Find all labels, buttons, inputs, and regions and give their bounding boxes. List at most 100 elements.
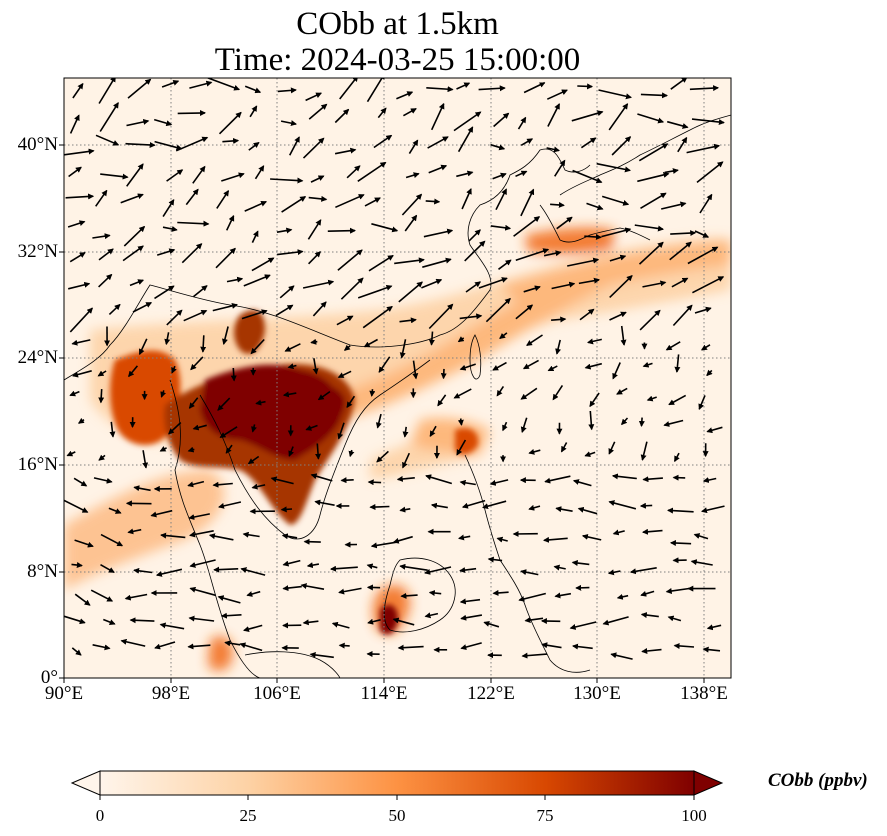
wind-vector [457, 336, 465, 343]
wind-vector [456, 170, 474, 178]
colorbar-gradient [100, 771, 694, 795]
wind-vector [461, 188, 472, 210]
wind-vector [453, 388, 472, 399]
wind-vector [337, 370, 352, 379]
wind-vector [282, 559, 301, 567]
wind-vector [338, 587, 362, 595]
wind-vector [424, 612, 439, 619]
wind-vector [244, 200, 268, 212]
wind-vector [216, 189, 230, 209]
wind-vector [368, 254, 394, 272]
wind-vector [64, 615, 86, 625]
wind-vector [181, 243, 203, 264]
wind-vector [98, 248, 114, 261]
lat-tick-32: 32°N [17, 241, 58, 262]
wind-vector [175, 136, 209, 152]
wind-vector [208, 533, 234, 541]
wind-vector [620, 325, 627, 346]
wind-vector [243, 624, 263, 632]
wind-vector [127, 528, 142, 535]
wind-vector [499, 332, 508, 340]
wind-vector [369, 389, 376, 397]
wind-vector [515, 304, 534, 320]
wind-vector [498, 259, 512, 270]
wind-vector [95, 134, 120, 146]
wind-vector [247, 455, 260, 465]
lon-tick-138: 138°E [680, 683, 728, 704]
wind-vector [357, 161, 387, 182]
wind-vector [547, 365, 558, 372]
wind-vector [126, 163, 144, 187]
wind-vector [699, 193, 713, 214]
wind-vector [608, 500, 637, 510]
wind-vector [403, 108, 417, 117]
wind-vector [95, 189, 108, 207]
wind-vector [639, 309, 661, 331]
wind-vector [243, 274, 271, 287]
wind-vector [308, 251, 321, 265]
wind-vector [430, 102, 445, 131]
wind-vector [308, 195, 328, 202]
wind-vector [700, 344, 711, 351]
wind-vector [459, 567, 477, 574]
wind-vector [287, 363, 297, 370]
lon-tick-106: 106°E [253, 683, 301, 704]
wind-vector [663, 419, 684, 427]
wind-vector [72, 82, 84, 99]
wind-vector [399, 506, 411, 513]
wind-vector [192, 285, 208, 298]
wind-vector [241, 309, 268, 320]
wind-vector [226, 276, 244, 283]
wind-vector [66, 450, 76, 457]
wind-vector [634, 224, 664, 232]
colorbar-tick-75: 75 [536, 806, 554, 825]
wind-vector [468, 229, 481, 242]
wind-vector [215, 247, 236, 269]
wind-vector [171, 365, 177, 374]
wind-vector [67, 220, 86, 228]
wind-vector [364, 197, 381, 207]
wind-vector [429, 425, 437, 437]
wind-vector [270, 476, 294, 485]
wind-vector [692, 276, 725, 294]
wind-vector [309, 651, 334, 659]
wind-vector [128, 365, 139, 378]
wind-vector [589, 392, 600, 408]
coastlines [64, 114, 731, 678]
wind-vector [392, 617, 415, 626]
wind-vector [222, 137, 240, 144]
wind-vector [378, 356, 391, 373]
wind-vector [616, 593, 629, 600]
wind-vector [251, 257, 275, 272]
wind-vector [546, 146, 560, 153]
wind-vector [437, 394, 447, 407]
wind-vector [528, 504, 541, 511]
wind-vector [375, 413, 382, 429]
wind-vector [672, 304, 693, 327]
wind-vector [555, 506, 573, 513]
wind-vector [612, 529, 625, 536]
wind-vector [621, 417, 629, 426]
wind-vector [426, 86, 454, 93]
wind-vector [244, 85, 262, 94]
wind-vector [611, 473, 637, 480]
wind-vector [698, 395, 706, 411]
wind-vector [399, 339, 407, 359]
wind-vector [160, 390, 166, 398]
wind-vector [669, 241, 692, 261]
wind-vector [340, 277, 364, 300]
wind-vector [65, 193, 95, 200]
wind-vector [520, 569, 539, 576]
wind-vector [580, 137, 597, 149]
wind-vector [77, 417, 85, 424]
wind-vector [168, 421, 182, 435]
wind-vector [224, 640, 241, 647]
wind-vector [528, 448, 541, 455]
wind-vector [640, 192, 667, 209]
wind-vector [483, 620, 500, 628]
wind-vector [185, 188, 199, 206]
wind-vector [310, 473, 333, 482]
wind-vector [305, 92, 323, 102]
wind-vector [72, 370, 92, 378]
